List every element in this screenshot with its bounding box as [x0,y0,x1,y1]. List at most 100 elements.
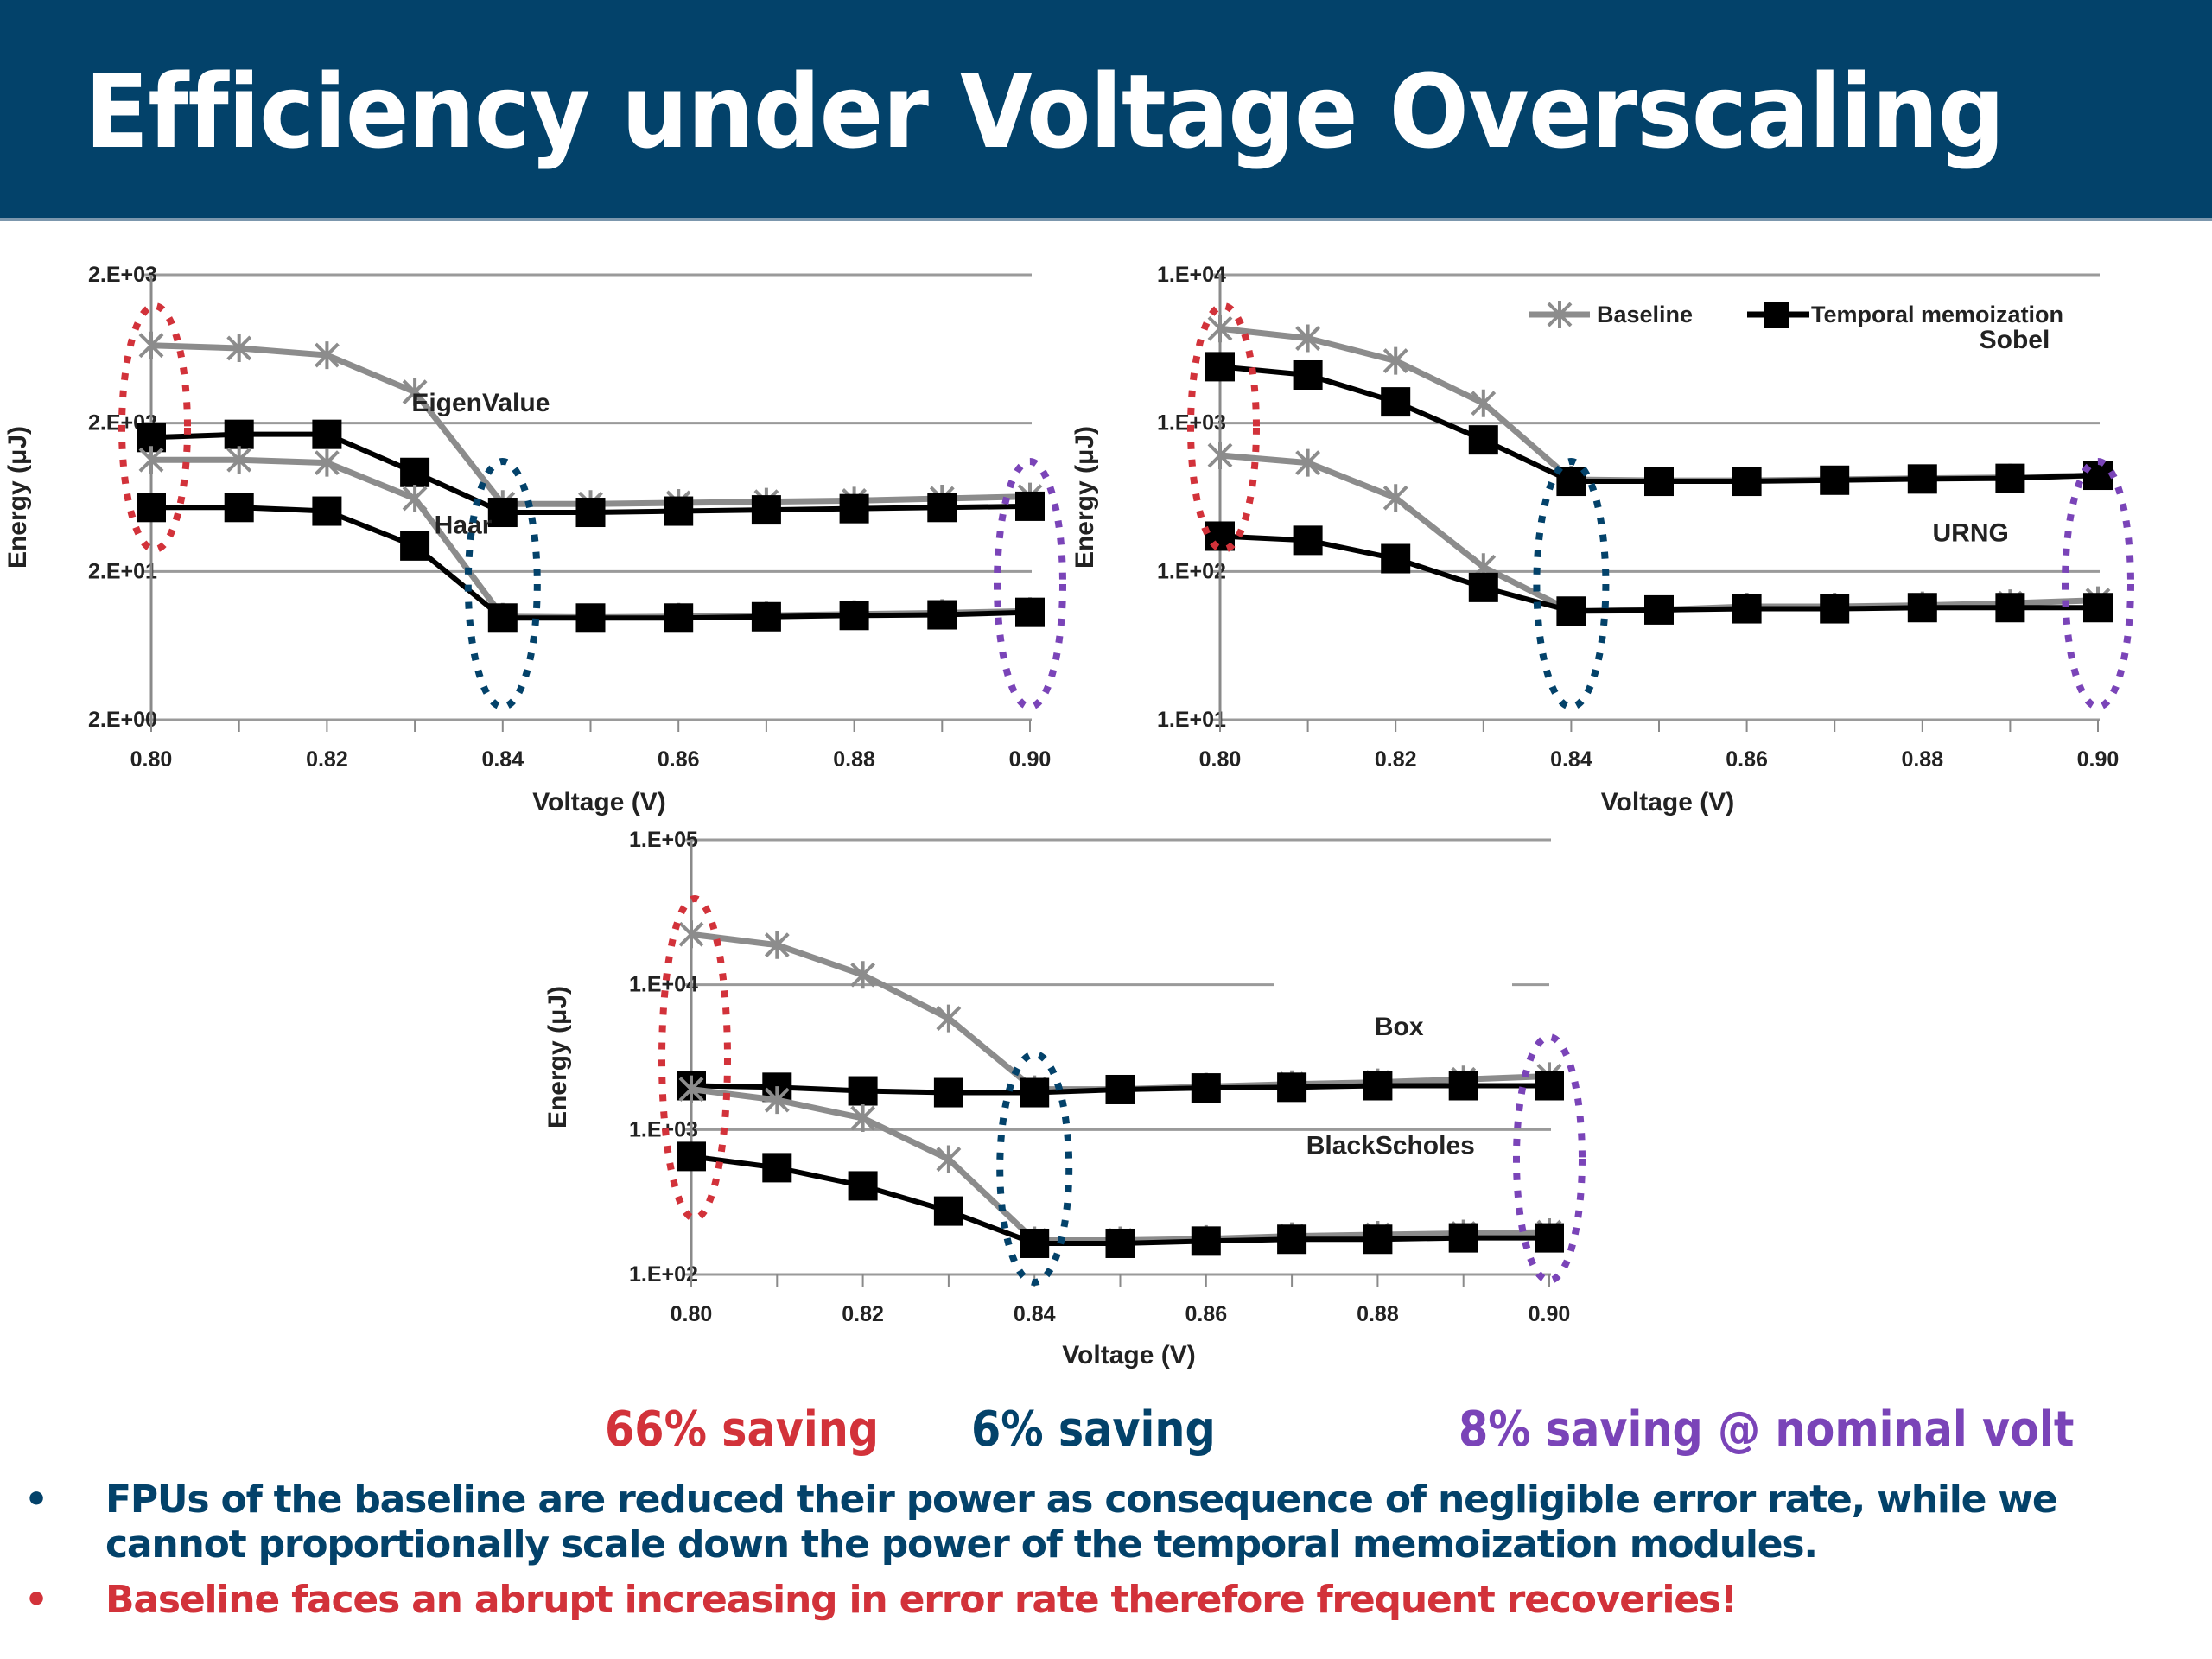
highlight-nominal-voltage [994,458,1066,710]
data-point-memo [1995,593,2025,623]
series-group-label: Sobel [1980,326,2050,354]
x-tick-label: 0.80 [671,1302,713,1326]
data-point-memo [1363,1071,1393,1101]
x-axis-label: Voltage (V) [1062,1341,1195,1370]
bullet-list: • FPUs of the baseline are reduced their… [24,1478,2184,1633]
x-tick-label: 0.84 [1014,1302,1056,1326]
data-point-baseline [138,446,164,474]
data-point-memo [933,1077,963,1108]
data-point-memo [1448,1223,1478,1253]
data-point-memo [762,1153,792,1183]
legend-baseline-marker [1547,301,1573,328]
data-point-baseline [226,446,252,474]
data-point-memo [839,601,869,631]
saving-low-voltage: 66% saving [605,1402,880,1458]
data-point-memo [1556,596,1586,626]
data-point-baseline [936,1004,962,1033]
legend-memo-label: Temporal memoization [1811,302,2063,327]
y-tick-label: 2.E+03 [88,263,157,287]
data-point-memo [848,1076,878,1106]
data-point-memo [664,603,694,633]
data-point-memo [848,1171,878,1201]
data-point-memo [1191,1226,1221,1256]
data-point-memo [1820,465,1850,495]
data-point-baseline [1382,346,1408,375]
series-line-baseline [150,342,1031,507]
data-point-baseline [402,484,428,512]
bullet-text: FPUs of the baseline are reduced their p… [105,1478,2058,1567]
y-axis-label: Energy (μJ) [1071,426,1099,569]
data-point-baseline [226,334,252,362]
series-group-label: URNG [1933,518,2009,547]
legend-baseline-label: Baseline [1597,302,1693,327]
data-point-memo [312,496,342,526]
highlight-mid-voltage [1533,458,1610,710]
data-point-baseline [314,341,340,370]
data-point-memo [1105,1228,1135,1258]
title-bar [0,0,2212,218]
x-axis-label: Voltage (V) [1601,788,1734,817]
data-point-memo [1448,1071,1478,1101]
data-point-memo [1363,1224,1393,1255]
data-point-memo [137,493,166,523]
data-point-baseline [850,961,876,989]
highlight-mid-voltage [996,1051,1073,1286]
bullet-item: • FPUs of the baseline are reduced their… [24,1478,2184,1567]
data-point-memo [1907,593,1937,623]
data-point-memo [933,1196,963,1226]
series-group-label: Haar [435,512,493,540]
data-point-baseline [1295,448,1321,477]
data-point-baseline [850,1104,876,1133]
saving-nominal-voltage: 8% saving @ nominal volt [1459,1402,2075,1458]
data-point-baseline [678,1075,704,1103]
x-axis-label: Voltage (V) [532,788,665,817]
data-point-baseline [1471,389,1497,417]
data-point-memo [1277,1224,1307,1255]
data-point-memo [1995,463,2025,493]
data-point-memo [664,496,694,526]
bullet-item: • Baseline faces an abrupt increasing in… [24,1578,2184,1623]
y-axis-label: Energy (μJ) [3,426,32,569]
series-group-label: Box [1375,1013,1424,1041]
data-point-memo [1105,1074,1135,1104]
data-point-memo [1468,425,1498,455]
y-tick-label: 2.E+01 [88,559,157,583]
data-point-memo [677,1141,706,1172]
data-point-memo [224,419,254,449]
series-line-baseline [690,1086,1550,1244]
legend-memo-marker [1764,302,1789,328]
x-tick-label: 0.86 [658,747,700,772]
data-point-memo [927,600,957,630]
legend: Baseline Temporal memoization [1529,301,2063,328]
x-tick-label: 0.80 [130,747,173,772]
x-tick-label: 0.88 [1901,747,1943,772]
data-point-memo [1535,1071,1564,1101]
data-point-memo [1535,1223,1564,1253]
data-point-memo [1277,1072,1307,1103]
y-tick-label: 1.E+04 [1157,263,1226,287]
data-point-baseline [1207,442,1233,470]
data-point-memo [487,498,518,528]
highlight-low-voltage [1187,302,1260,553]
x-tick-label: 0.88 [833,747,875,772]
data-point-baseline [764,931,790,959]
data-point-memo [1468,572,1498,602]
data-point-memo [751,495,781,525]
chart-box-blackscholes: 1.E+021.E+031.E+041.E+050.80 0.82 0.84 0.86… [543,828,1586,1370]
data-point-memo [1732,594,1762,624]
series-line-baseline [1219,325,2099,484]
x-tick-label: 0.90 [2077,747,2120,772]
saving-mid-voltage: 6% saving [971,1402,1216,1458]
data-point-memo [2083,593,2113,623]
x-tick-label: 0.90 [1009,747,1052,772]
data-point-memo [1205,352,1235,382]
data-point-baseline [764,1086,790,1115]
data-point-memo [1020,1228,1050,1258]
data-point-baseline [936,1145,962,1173]
highlight-nominal-voltage [2062,458,2134,710]
highlight-low-voltage [658,895,731,1222]
data-point-memo [312,419,342,449]
y-tick-label: 1.E+02 [1157,559,1226,583]
data-point-memo [927,493,957,523]
data-point-memo [1907,464,1937,494]
